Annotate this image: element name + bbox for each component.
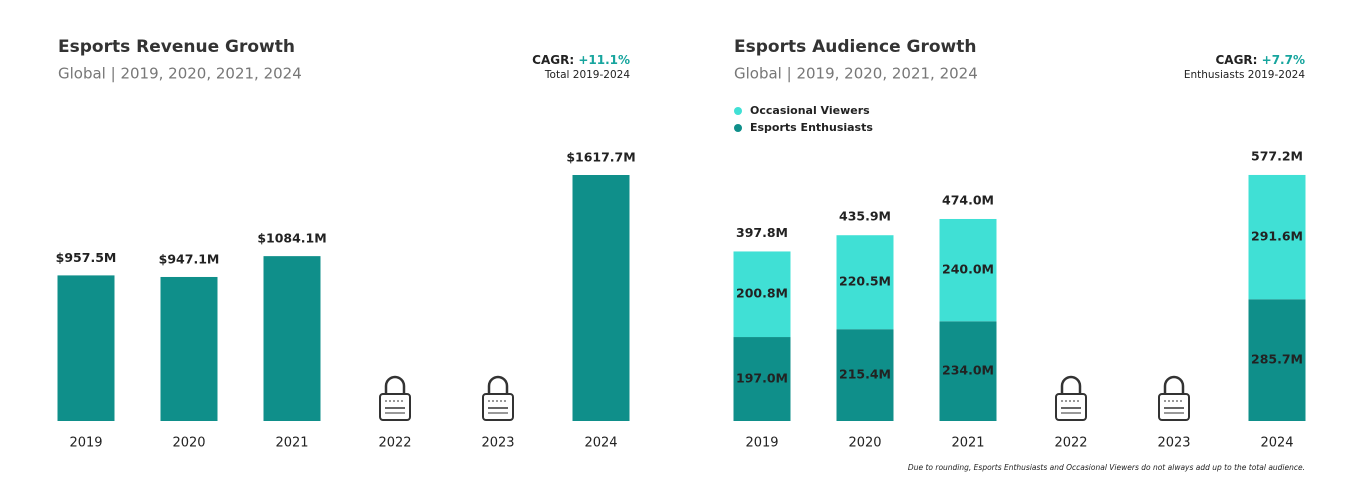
bar bbox=[160, 276, 218, 421]
bar-segment bbox=[733, 337, 791, 421]
lock-body bbox=[379, 393, 411, 421]
bar-segment bbox=[733, 251, 791, 338]
value-label: 234.0M bbox=[942, 363, 994, 378]
value-label: 285.7M bbox=[1251, 352, 1303, 367]
x-tick-label: 2019 bbox=[69, 436, 102, 451]
value-label: $1617.7M bbox=[566, 150, 635, 165]
bar-segment bbox=[939, 321, 997, 421]
legend-label: Occasional Viewers bbox=[750, 104, 870, 117]
x-tick-label: 2024 bbox=[584, 436, 617, 451]
legend-label: Esports Enthusiasts bbox=[750, 121, 873, 134]
bar bbox=[57, 275, 115, 421]
x-tick-label: 2019 bbox=[745, 436, 778, 451]
chart-title: Esports Revenue Growth bbox=[58, 37, 295, 57]
value-label: 220.5M bbox=[839, 274, 891, 289]
legend-marker bbox=[734, 107, 742, 115]
cagr-note: Total 2019-2024 bbox=[544, 69, 630, 81]
total-label: 577.2M bbox=[1251, 149, 1303, 164]
lock-icon bbox=[379, 375, 411, 421]
bar-segment bbox=[1248, 174, 1306, 300]
value-label: 215.4M bbox=[839, 367, 891, 382]
lock-icon bbox=[1055, 375, 1087, 421]
chart-subtitle: Global | 2019, 2020, 2021, 2024 bbox=[734, 65, 978, 83]
total-label: 397.8M bbox=[736, 225, 788, 240]
bar-segment bbox=[939, 218, 997, 322]
lock-shackle bbox=[1060, 375, 1082, 394]
value-label: 240.0M bbox=[942, 262, 994, 277]
cagr-value: +7.7% bbox=[1262, 53, 1305, 67]
bar bbox=[263, 256, 321, 421]
value-label: 291.6M bbox=[1251, 229, 1303, 244]
x-tick-label: 2020 bbox=[172, 436, 205, 451]
x-tick-label: 2020 bbox=[848, 436, 881, 451]
x-tick-label: 2023 bbox=[481, 436, 514, 451]
x-tick-label: 2021 bbox=[275, 436, 308, 451]
x-tick-label: 2022 bbox=[1054, 436, 1087, 451]
lock-body bbox=[1055, 393, 1087, 421]
cagr-note: Enthusiasts 2019-2024 bbox=[1184, 69, 1305, 81]
chart-subtitle: Global | 2019, 2020, 2021, 2024 bbox=[58, 65, 302, 83]
lock-shackle bbox=[384, 375, 406, 394]
chart-title: Esports Audience Growth bbox=[734, 37, 977, 57]
value-label: 197.0M bbox=[736, 371, 788, 386]
footnote: Due to rounding, Esports Enthusiasts and… bbox=[908, 463, 1305, 472]
cagr-label: CAGR: bbox=[532, 53, 574, 67]
total-label: 435.9M bbox=[839, 209, 891, 224]
bar-segment bbox=[836, 329, 894, 421]
lock-body bbox=[1158, 393, 1190, 421]
value-label: 200.8M bbox=[736, 286, 788, 301]
value-label: $1084.1M bbox=[257, 231, 326, 246]
cagr-value: +11.1% bbox=[578, 53, 630, 67]
value-label: $957.5M bbox=[56, 250, 117, 265]
x-tick-label: 2024 bbox=[1260, 436, 1293, 451]
bar bbox=[572, 175, 630, 421]
value-label: $947.1M bbox=[159, 251, 220, 266]
x-tick-label: 2022 bbox=[378, 436, 411, 451]
cagr: CAGR: +11.1% bbox=[532, 53, 630, 67]
cagr-label: CAGR: bbox=[1215, 53, 1257, 67]
legend-marker bbox=[734, 124, 742, 132]
cagr: CAGR: +7.7% bbox=[1215, 53, 1305, 67]
x-tick-label: 2021 bbox=[951, 436, 984, 451]
total-label: 474.0M bbox=[942, 192, 994, 207]
lock-shackle bbox=[1163, 375, 1185, 394]
lock-shackle bbox=[487, 375, 509, 394]
bar-segment bbox=[836, 235, 894, 330]
lock-icon bbox=[482, 375, 514, 421]
bar-segment bbox=[1248, 299, 1306, 421]
lock-body bbox=[482, 393, 514, 421]
x-tick-label: 2023 bbox=[1157, 436, 1190, 451]
lock-icon bbox=[1158, 375, 1190, 421]
